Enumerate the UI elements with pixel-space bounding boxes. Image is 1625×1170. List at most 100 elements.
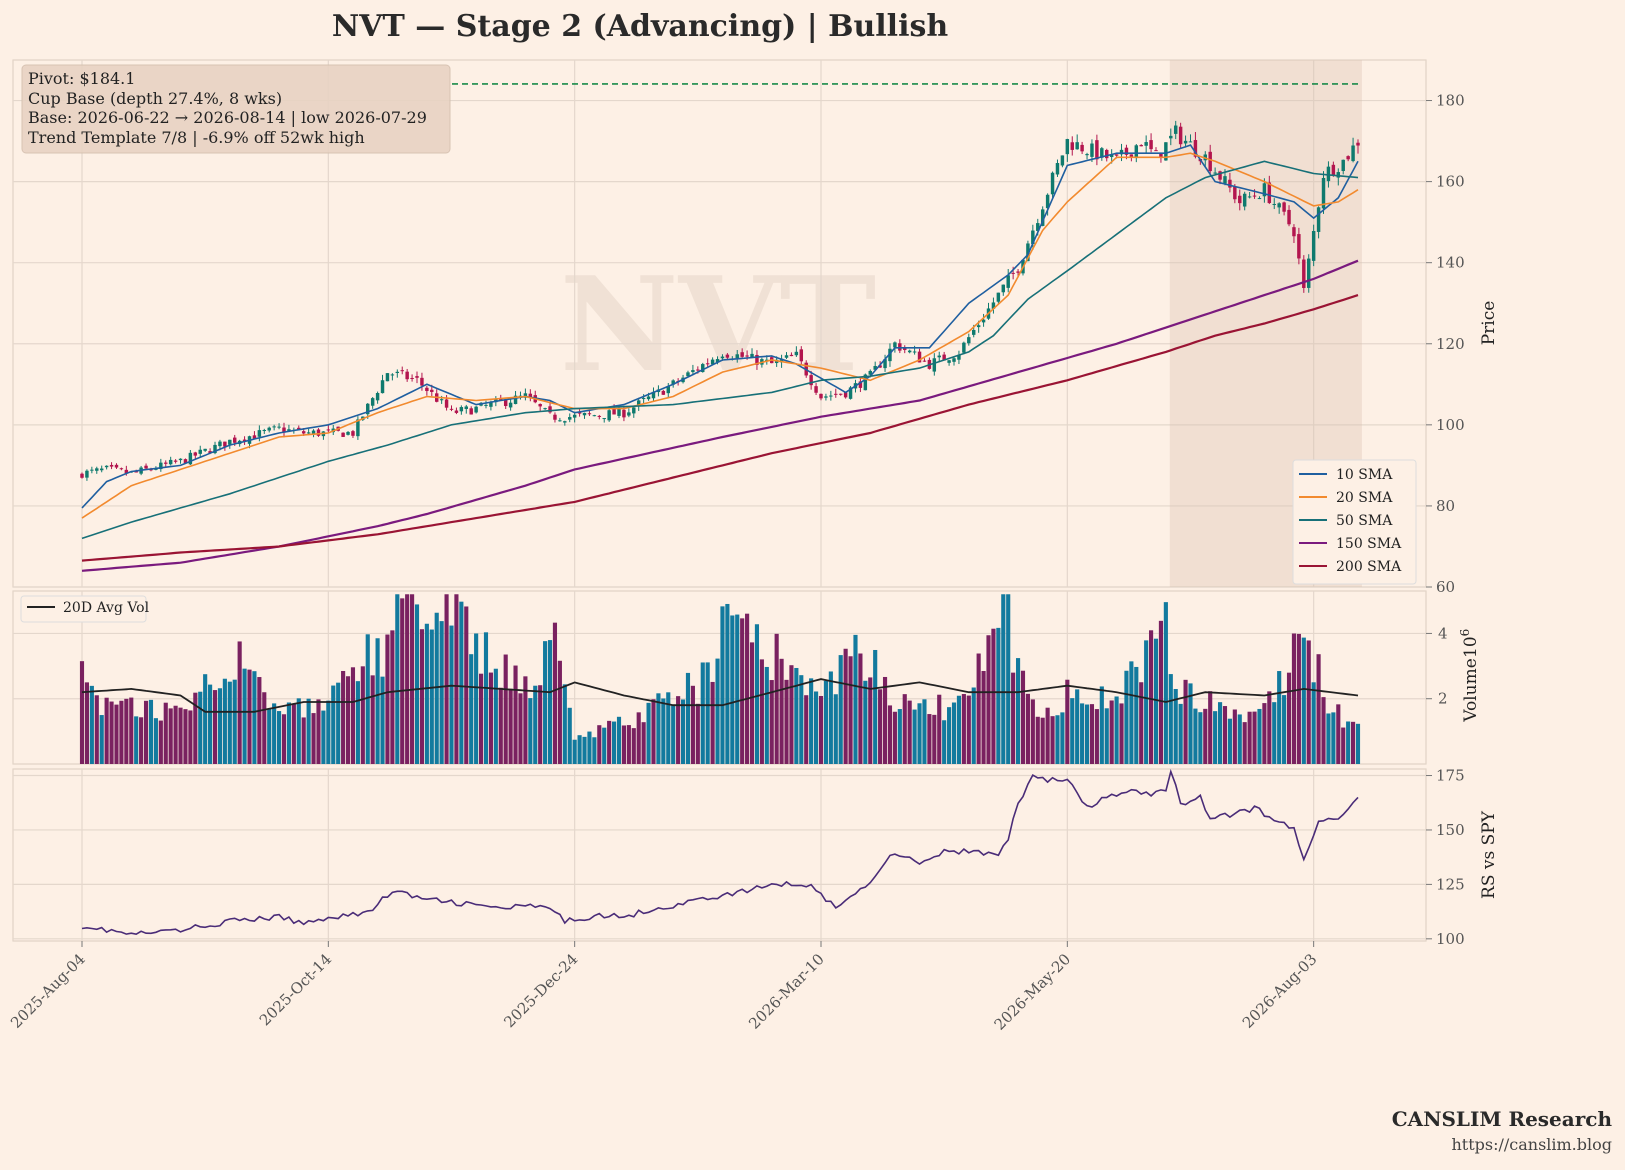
volume-bar [1198, 712, 1203, 764]
volume-bar [341, 670, 346, 764]
candle-body [907, 350, 912, 353]
candle-body [109, 464, 114, 467]
volume-bar [607, 720, 612, 764]
volume-bar [449, 625, 454, 764]
candle-body [316, 429, 321, 436]
candle-body [1356, 142, 1360, 146]
x-tick-label-0: 2025-Aug-04 [7, 950, 89, 1032]
candle-body [878, 365, 882, 368]
candle-body [405, 371, 409, 380]
price-axis-label: Price [1479, 301, 1499, 346]
candle-body [893, 342, 897, 348]
volume-bar [1153, 638, 1159, 764]
volume-bar [1050, 716, 1055, 764]
volume-bar [1144, 640, 1149, 764]
volume-bar [1237, 714, 1242, 764]
candle-body [277, 426, 281, 428]
candle-body [745, 355, 749, 357]
volume-bar [400, 598, 405, 764]
volume-bar [557, 660, 562, 764]
candle-body [661, 390, 666, 395]
candle-body [346, 431, 350, 435]
volume-tick-label-2: 2 [1438, 690, 1448, 708]
candle-body [592, 415, 597, 417]
volume-bar [1055, 715, 1060, 764]
volume-bar [227, 681, 232, 764]
candle-body [740, 352, 744, 357]
volume-multiplier: 106 [1458, 629, 1481, 658]
volume-bar [1247, 711, 1252, 764]
volume-bar [508, 688, 513, 764]
volume-bar [1208, 691, 1213, 764]
volume-bar [1139, 682, 1144, 764]
volume-bar [932, 714, 937, 764]
volume-bar [853, 634, 858, 764]
candle-body [1336, 172, 1341, 178]
volume-bar [1222, 706, 1228, 764]
volume-bar [405, 594, 410, 764]
volume-bar [804, 695, 809, 764]
volume-bar [439, 621, 444, 764]
candle-body [765, 359, 769, 361]
volume-bar [922, 699, 927, 764]
volume-bar [424, 623, 429, 764]
volume-bar [1351, 721, 1356, 764]
volume-bar [1060, 712, 1065, 764]
candle-body [819, 393, 823, 399]
volume-bar [937, 694, 942, 764]
volume-bar [1262, 703, 1267, 764]
candle-body [1316, 207, 1321, 232]
annotation-line-pivot: Pivot: $184.1 [28, 69, 135, 88]
candle-body [1341, 159, 1345, 172]
volume-bar [1104, 708, 1109, 764]
candle-body [124, 469, 129, 474]
volume-bar [355, 681, 360, 764]
candle-body [799, 349, 804, 362]
volume-bar [158, 720, 163, 764]
candle-body [779, 358, 784, 363]
x-tick-label-4: 2026-May-20 [991, 950, 1075, 1034]
candle-body [262, 430, 267, 432]
candle-body [1188, 141, 1193, 143]
brand-url: https://canslim.blog [1451, 1135, 1612, 1154]
candle-body [1346, 156, 1350, 160]
volume-bar [690, 685, 695, 764]
volume-bar [84, 682, 89, 764]
rs-panel: 100 125 150 175 RS vs SPY [12, 767, 1499, 948]
volume-legend-bg [20, 595, 147, 623]
candle-body [996, 292, 1001, 302]
candle-body [568, 417, 572, 420]
volume-bar [612, 721, 617, 764]
volume-bar [577, 735, 582, 764]
volume-bar [695, 703, 700, 764]
volume-bar [1203, 708, 1208, 764]
candle-body [838, 393, 843, 395]
candle-body [942, 354, 946, 361]
candle-body [400, 370, 404, 372]
candle-body [375, 393, 380, 401]
volume-bar [498, 687, 503, 764]
legend-label-3: 150 SMA [1336, 536, 1402, 552]
volume-bar [222, 678, 227, 764]
volume-bar [242, 668, 247, 764]
volume-bar [917, 703, 922, 764]
volume-bar [1336, 704, 1341, 764]
candle-body [90, 469, 94, 471]
candle-body [188, 452, 193, 465]
volume-bar [858, 653, 863, 764]
volume-bar [1109, 700, 1114, 764]
candle-body [1105, 149, 1109, 159]
annotation-box: Pivot: $184.1 Cup Base (depth 27.4%, 8 w… [21, 64, 451, 154]
volume-bar [301, 717, 306, 764]
candle-body [1040, 209, 1045, 226]
candle-body [119, 468, 124, 470]
rs-path [81, 768, 1359, 936]
candle-body [1178, 126, 1183, 145]
price-tick-label-60: 60 [1436, 578, 1455, 596]
volume-panel: 24 Volume 106 20D Avg Vol [12, 590, 1481, 765]
volume-bar [217, 688, 223, 764]
volume-bar [1183, 679, 1188, 764]
volume-bar [774, 633, 779, 764]
volume-bar [956, 695, 962, 764]
volume-bar [493, 668, 498, 764]
